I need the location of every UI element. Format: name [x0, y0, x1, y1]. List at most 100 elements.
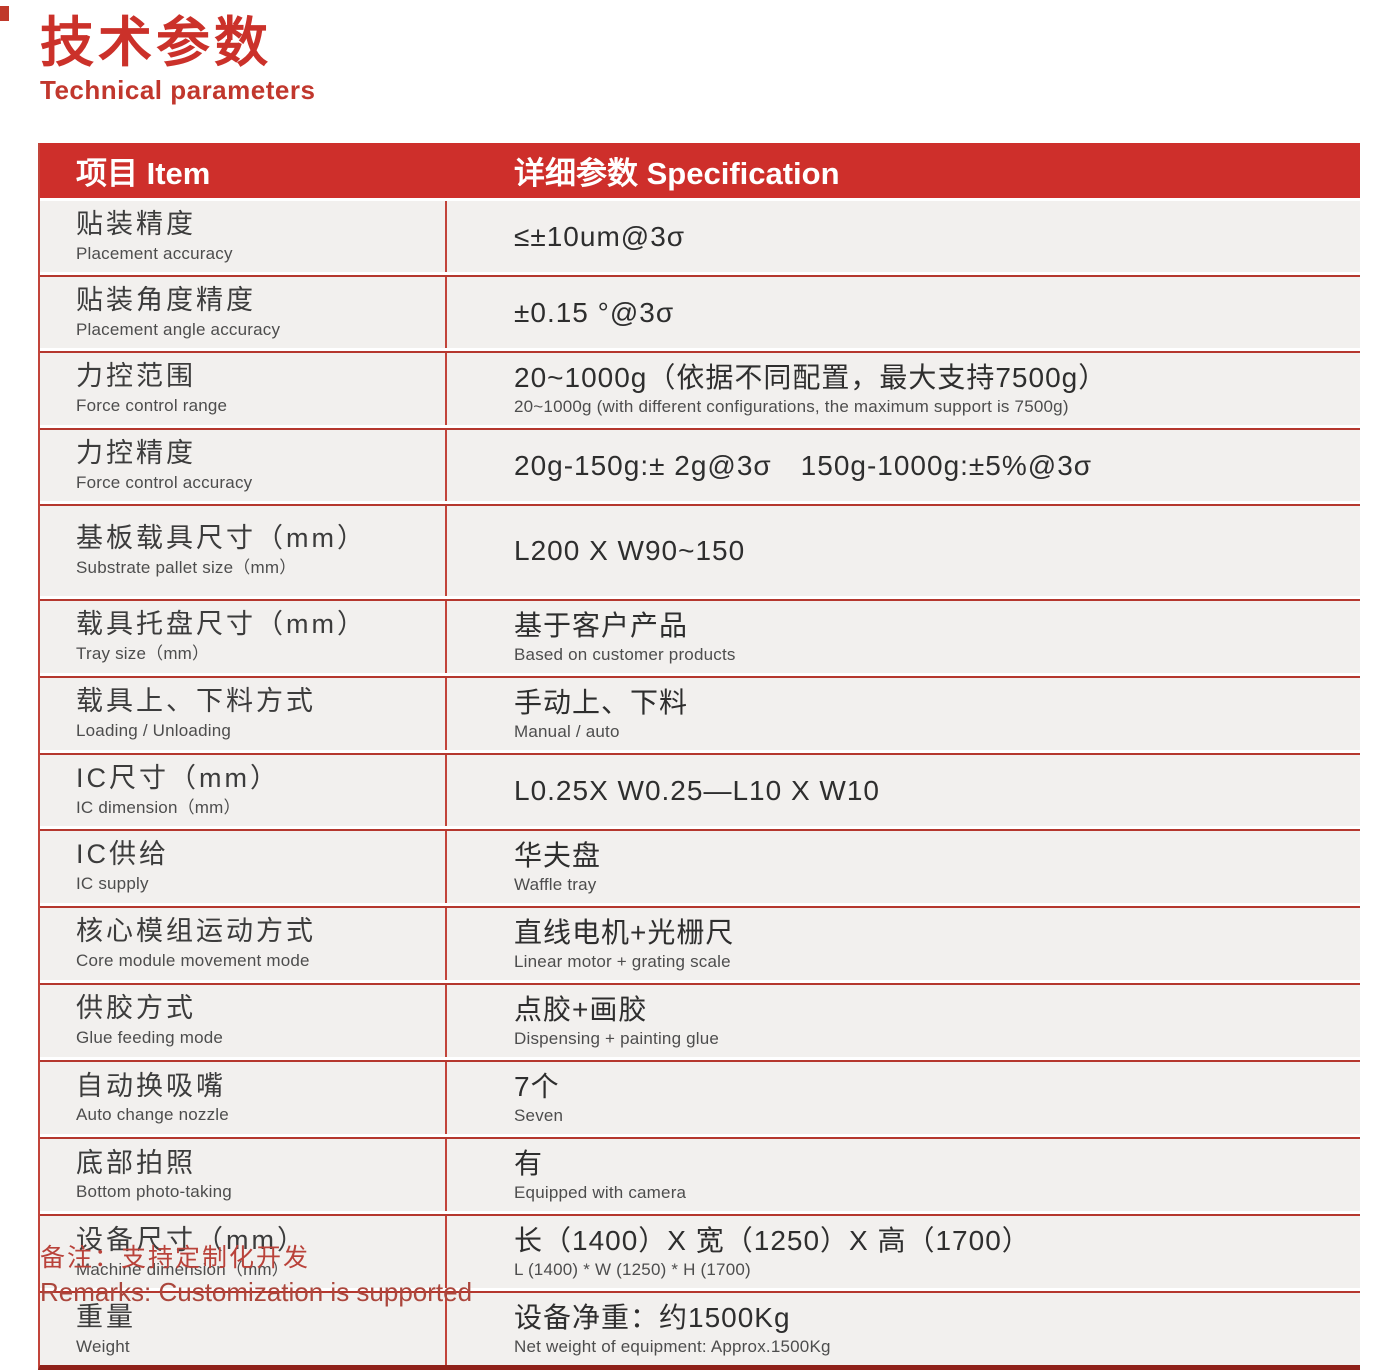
item-cell: 贴装精度 Placement accuracy	[40, 201, 447, 272]
item-cell: 贴装角度精度 Placement angle accuracy	[40, 276, 447, 348]
table-row: 自动换吸嘴 Auto change nozzle 7个 Seven	[40, 1059, 1360, 1135]
page-subtitle: Technical parameters	[40, 75, 316, 106]
spec-table: 项目 Item 详细参数 Specification 贴装精度 Placement…	[38, 143, 1360, 1370]
spec-value-en: Equipped with camera	[514, 1183, 687, 1203]
column-header-item: 项目 Item	[76, 156, 211, 191]
item-label-cn: 核心模组运动方式	[76, 916, 316, 947]
spec-value-en: Based on customer products	[514, 644, 736, 664]
table-row: 供胶方式 Glue feeding mode 点胶+画胶 Dispensing + p…	[40, 982, 1360, 1057]
spec-cell: 7个 Seven	[447, 1062, 1360, 1134]
spec-cell: L200 X W90~150	[447, 506, 1360, 596]
table-row: 底部拍照 Bottom photo-taking 有 Equipped with ca…	[40, 1137, 1360, 1212]
spec-value: 直线电机+光栅尺	[514, 916, 735, 948]
table-header-row: 项目 Item 详细参数 Specification	[40, 143, 1360, 198]
table-row: 力控范围 Force control range 20~1000g（依据不同配置，最…	[40, 350, 1360, 425]
item-label-cn: 载具托盘尺寸（mm）	[76, 609, 367, 640]
spec-value: ±0.15 °@3σ	[514, 296, 675, 328]
spec-cell: 设备净重：约1500Kg Net weight of equipment: App…	[447, 1293, 1360, 1365]
table-row: 力控精度 Force control accuracy 20g-150g:± 2g@…	[40, 427, 1360, 501]
item-cell: IC尺寸（mm） IC dimension（mm）	[40, 754, 447, 826]
spec-cell: 有 Equipped with camera	[447, 1139, 1360, 1211]
item-label-en: Tray size（mm）	[76, 644, 210, 663]
corner-decoration	[0, 6, 9, 21]
item-cell: IC供给 IC supply	[40, 830, 447, 903]
item-label-cn: 自动换吸嘴	[76, 1070, 226, 1101]
spec-value: 20g-150g:± 2g@3σ 150g-1000g:±5%@3σ	[514, 449, 1093, 481]
spec-cell: L0.25X W0.25—L10 X W10	[447, 755, 1360, 826]
item-label-en: Weight	[76, 1336, 130, 1356]
spec-value: ≤±10um@3σ	[514, 220, 686, 252]
table-row: IC供给 IC supply 华夫盘 Waffle tray	[40, 828, 1360, 903]
spec-cell: ±0.15 °@3σ	[447, 277, 1360, 348]
spec-value-en: L (1400) * W (1250) * H (1700)	[514, 1260, 751, 1280]
item-cell: 设备尺寸（mm） Machine dimension（mm）	[40, 1216, 447, 1289]
item-label-en: Auto change nozzle	[76, 1105, 229, 1125]
spec-value: L200 X W90~150	[514, 535, 746, 567]
item-label-en: Loading / Unloading	[76, 721, 232, 741]
spec-value: 华夫盘	[514, 839, 602, 871]
remark-text-en: Remarks: Customization is supported	[40, 1277, 473, 1307]
item-label-en: IC dimension（mm）	[76, 797, 241, 817]
item-label-en: Placement accuracy	[76, 243, 233, 263]
table-row: 核心模组运动方式 Core module movement mode 直线电机+光栅…	[40, 905, 1360, 980]
title-block: 技术参数 Technical parameters	[40, 13, 316, 106]
spec-value-en: Net weight of equipment: Approx.1500Kg	[514, 1337, 831, 1357]
spec-value-en: Manual / auto	[514, 721, 620, 741]
item-label-en: Placement angle accuracy	[76, 319, 281, 339]
table-row: 贴装角度精度 Placement angle accuracy ±0.15 °@3σ	[40, 274, 1360, 348]
spec-cell: 长（1400）X 宽（1250）X 高（1700） L (1400) * W (1…	[447, 1216, 1360, 1288]
item-cell: 供胶方式 Glue feeding mode	[40, 984, 447, 1057]
spec-value: 点胶+画胶	[514, 993, 648, 1025]
spec-cell: 华夫盘 Waffle tray	[447, 831, 1360, 903]
item-label-en: Substrate pallet size（mm）	[76, 557, 297, 577]
spec-cell: 点胶+画胶 Dispensing + painting glue	[447, 985, 1360, 1057]
item-cell: 载具托盘尺寸（mm） Tray size（mm）	[40, 600, 447, 673]
item-label-cn: 力控范围	[76, 361, 196, 392]
item-label-cn: 底部拍照	[76, 1147, 196, 1178]
item-label-en: Bottom photo-taking	[76, 1182, 232, 1202]
item-cell: 底部拍照 Bottom photo-taking	[40, 1139, 447, 1212]
remark-text-cn: 备注：支持定制化开发	[40, 1244, 311, 1272]
spec-value-en: Dispensing + painting glue	[514, 1028, 720, 1048]
spec-cell: 基于客户产品 Based on customer products	[447, 601, 1360, 673]
spec-value-en: Linear motor + grating scale	[514, 951, 731, 971]
item-label-cn: 力控精度	[76, 437, 196, 468]
item-label-en: Glue feeding mode	[76, 1028, 224, 1048]
table-row: 设备尺寸（mm） Machine dimension（mm） 长（1400）X 宽（…	[40, 1214, 1360, 1289]
item-cell: 基板载具尺寸（mm） Substrate pallet size（mm）	[40, 505, 447, 596]
spec-value-en: 20~1000g (with different configurations,…	[514, 396, 1069, 416]
page-title: 技术参数	[40, 13, 272, 73]
item-label-en: Core module movement mode	[76, 951, 310, 971]
item-label-cn: 载具上、下料方式	[76, 686, 316, 717]
remarks-block: 备注：支持定制化开发 Remarks: Customization is sup…	[40, 1238, 472, 1308]
spec-value-en: Waffle tray	[514, 874, 597, 894]
item-label-en: Machine dimension（mm）	[76, 1259, 289, 1279]
item-label-cn: 贴装精度	[76, 209, 196, 239]
spec-cell: 20g-150g:± 2g@3σ 150g-1000g:±5%@3σ	[447, 430, 1360, 501]
spec-value: 有	[514, 1148, 544, 1180]
item-label-cn: 设备尺寸（mm）	[76, 1224, 307, 1255]
table-row: 基板载具尺寸（mm） Substrate pallet size（mm） L200 …	[40, 503, 1360, 596]
item-label-en: Force control range	[76, 396, 228, 416]
table-row: 载具托盘尺寸（mm） Tray size（mm） 基于客户产品 Based on cu…	[40, 598, 1360, 673]
item-label-cn: 基板载具尺寸（mm）	[76, 523, 367, 554]
column-header-specification: 详细参数 Specification	[514, 156, 840, 191]
table-row: 载具上、下料方式 Loading / Unloading 手动上、下料 Manual …	[40, 675, 1360, 750]
spec-value: L0.25X W0.25—L10 X W10	[514, 774, 880, 806]
spec-value: 20~1000g（依据不同配置，最大支持7500g）	[514, 361, 1108, 393]
spec-cell: 手动上、下料 Manual / auto	[447, 678, 1360, 750]
table-row: 贴装精度 Placement accuracy ≤±10um@3σ	[40, 201, 1360, 272]
spec-value: 7个	[514, 1070, 560, 1102]
item-label-cn: IC供给	[76, 839, 169, 870]
item-label-cn: 贴装角度精度	[76, 284, 256, 315]
spec-cell: 20~1000g（依据不同配置，最大支持7500g） 20~1000g (with…	[447, 353, 1360, 425]
item-label-en: Force control accuracy	[76, 472, 253, 492]
item-label-cn: 供胶方式	[76, 993, 196, 1024]
spec-value-en: Seven	[514, 1105, 564, 1125]
spec-cell: ≤±10um@3σ	[447, 201, 1360, 272]
spec-value: 基于客户产品	[514, 609, 689, 641]
spec-value: 手动上、下料	[514, 686, 689, 718]
item-label-en: IC supply	[76, 874, 149, 894]
item-cell: 自动换吸嘴 Auto change nozzle	[40, 1061, 447, 1135]
item-cell: 力控精度 Force control accuracy	[40, 429, 447, 501]
